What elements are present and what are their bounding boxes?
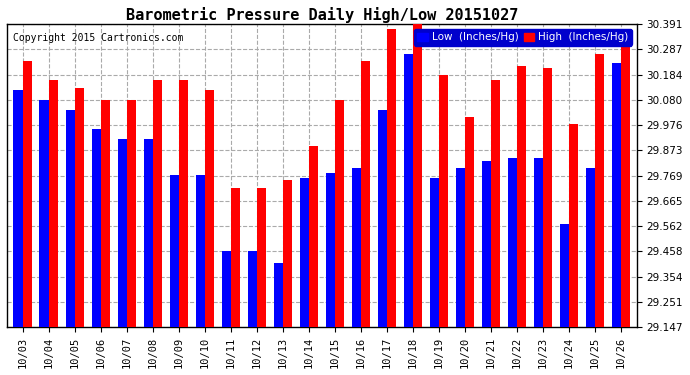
Bar: [75, 88, 83, 327]
Legend: Low  (Inches/Hg), High  (Inches/Hg): Low (Inches/Hg), High (Inches/Hg): [414, 29, 631, 46]
Bar: [439, 75, 448, 327]
Bar: [257, 188, 266, 327]
Bar: [152, 80, 162, 327]
Bar: [92, 129, 101, 327]
Bar: [144, 139, 152, 327]
Bar: [179, 80, 188, 327]
Bar: [586, 168, 595, 327]
Bar: [352, 168, 361, 327]
Bar: [196, 176, 205, 327]
Bar: [299, 178, 309, 327]
Bar: [127, 100, 136, 327]
Bar: [221, 251, 230, 327]
Bar: [534, 158, 543, 327]
Bar: [48, 80, 58, 327]
Bar: [205, 90, 214, 327]
Bar: [117, 139, 127, 327]
Bar: [230, 188, 240, 327]
Bar: [508, 158, 517, 327]
Title: Barometric Pressure Daily High/Low 20151027: Barometric Pressure Daily High/Low 20151…: [126, 7, 518, 23]
Bar: [465, 117, 474, 327]
Bar: [456, 168, 465, 327]
Text: Copyright 2015 Cartronics.com: Copyright 2015 Cartronics.com: [13, 33, 184, 43]
Bar: [170, 176, 179, 327]
Bar: [335, 100, 344, 327]
Bar: [361, 61, 370, 327]
Bar: [66, 110, 75, 327]
Bar: [491, 80, 500, 327]
Bar: [482, 161, 491, 327]
Bar: [413, 24, 422, 327]
Bar: [569, 124, 578, 327]
Bar: [326, 173, 335, 327]
Bar: [378, 110, 387, 327]
Bar: [543, 68, 552, 327]
Bar: [404, 54, 413, 327]
Bar: [283, 180, 292, 327]
Bar: [560, 224, 569, 327]
Bar: [517, 66, 526, 327]
Bar: [13, 90, 23, 327]
Bar: [621, 41, 631, 327]
Bar: [612, 63, 621, 327]
Bar: [387, 29, 396, 327]
Bar: [274, 263, 283, 327]
Bar: [309, 146, 318, 327]
Bar: [248, 251, 257, 327]
Bar: [430, 178, 439, 327]
Bar: [39, 100, 48, 327]
Bar: [23, 61, 32, 327]
Bar: [101, 100, 110, 327]
Bar: [595, 54, 604, 327]
